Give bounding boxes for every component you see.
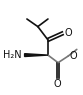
Polygon shape [25, 54, 48, 57]
Text: H₂N: H₂N [3, 50, 21, 60]
Text: O: O [54, 79, 62, 89]
Text: O: O [65, 28, 72, 38]
Text: O: O [69, 51, 77, 61]
